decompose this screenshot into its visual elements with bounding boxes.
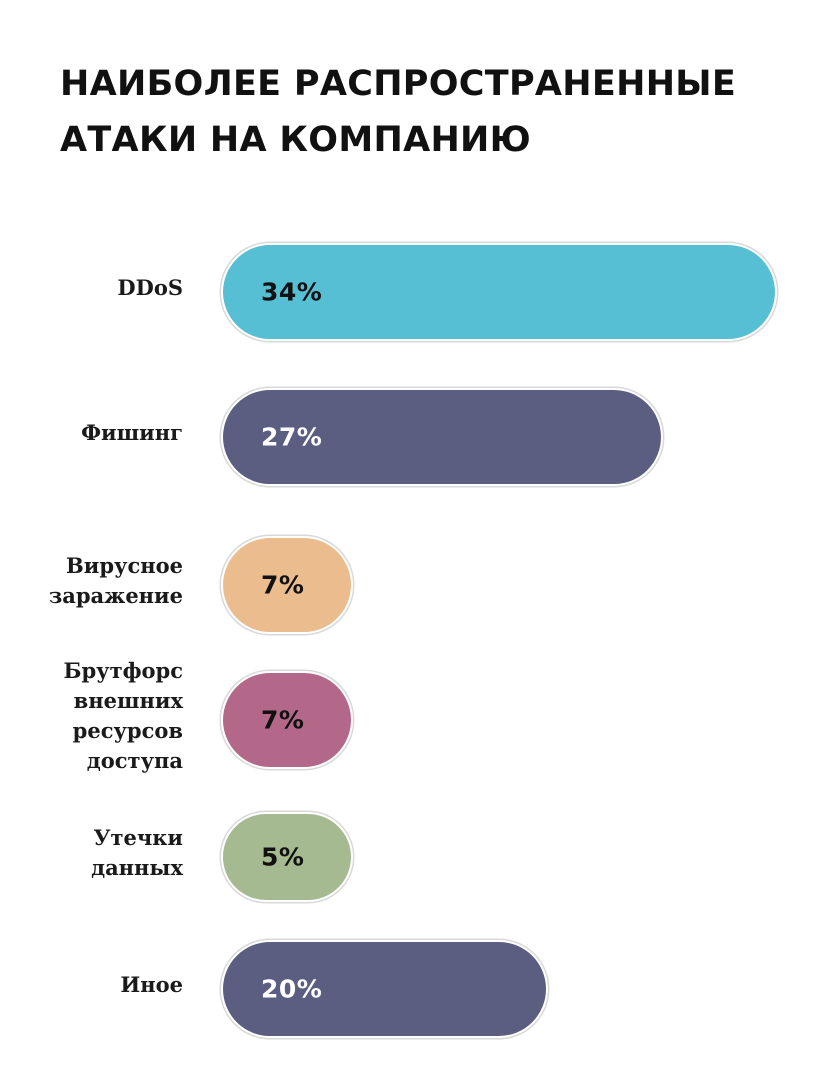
bar-5: 5% <box>221 812 353 902</box>
bar-4: 7% <box>221 671 353 769</box>
category-label-line: Вирусное <box>66 553 183 578</box>
bar-value-label: 20% <box>261 974 323 1004</box>
category-label-line: Иное <box>120 972 183 997</box>
category-label-line: заражение <box>48 583 183 608</box>
chart-title: НАИБОЛЕЕ РАСПРОСТРАНЕННЫЕ АТАКИ НА КОМПА… <box>60 56 736 168</box>
category-label-line: доступа <box>86 748 183 773</box>
bar-3: 7% <box>221 536 353 634</box>
category-label: Брутфорс внешних ресурсов доступа <box>64 656 184 776</box>
category-label: Фишинг <box>81 418 183 448</box>
bar-2: 27% <box>221 388 663 486</box>
category-label-line: внешних <box>73 688 183 713</box>
category-label-line: Фишинг <box>81 420 183 445</box>
bar-value-label: 7% <box>261 705 305 735</box>
category-label: Утечки данных <box>91 823 183 883</box>
category-label-line: Утечки <box>93 825 183 850</box>
bar-value-label: 34% <box>261 277 323 307</box>
category-label-line: ресурсов <box>72 718 183 743</box>
category-label: Вирусное заражение <box>49 551 183 611</box>
bar-1: 34% <box>221 243 777 341</box>
category-label: Иное <box>120 970 183 1000</box>
category-label-line: DDoS <box>117 275 183 300</box>
chart-title-line-1: НАИБОЛЕЕ РАСПРОСТРАНЕННЫЕ <box>60 64 737 104</box>
bar-6: 20% <box>221 940 549 1038</box>
category-label: DDoS <box>117 273 183 303</box>
chart-title-line-2: АТАКИ НА КОМПАНИЮ <box>60 120 532 160</box>
bar-value-label: 27% <box>261 422 323 452</box>
bar-value-label: 5% <box>261 842 305 872</box>
bar-value-label: 7% <box>261 570 305 600</box>
category-label-line: Брутфорс <box>63 658 184 683</box>
category-label-line: данных <box>91 855 183 880</box>
